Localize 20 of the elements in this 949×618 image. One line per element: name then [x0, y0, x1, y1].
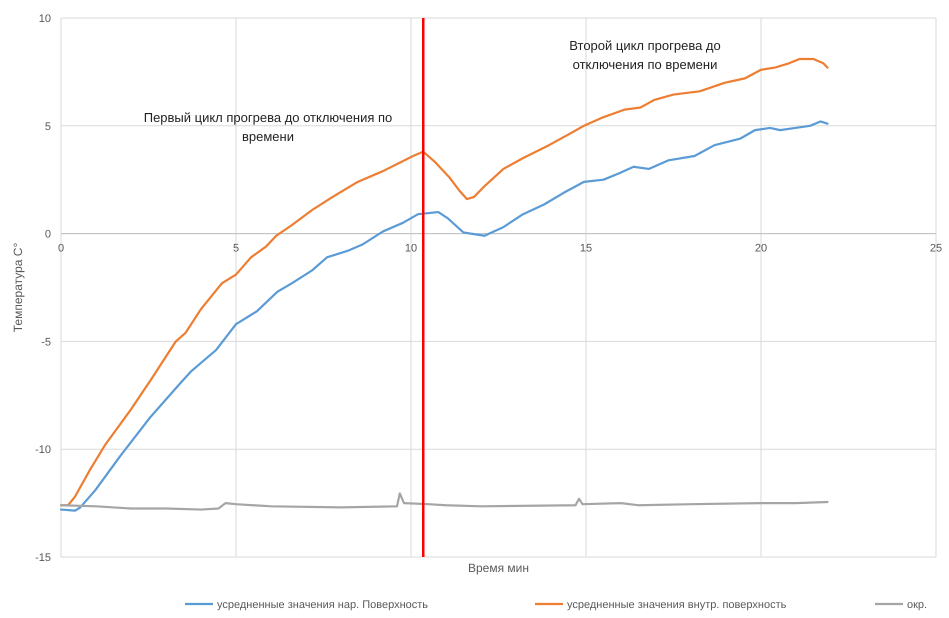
- x-axis-title: Время мин: [468, 561, 530, 575]
- x-tick-label: 5: [232, 242, 240, 255]
- annotation: Второй цикл прогрева до отключения по времени: [569, 38, 721, 72]
- x-tick-label: 15: [580, 242, 592, 255]
- x-tick-label: 0: [58, 242, 64, 255]
- y-axis-title: Температура С°: [11, 242, 25, 332]
- legend-label: усредненные значения нар. Поверхность: [217, 599, 428, 611]
- y-tick-label: 10: [38, 13, 51, 25]
- y-tick-label: 0: [44, 228, 51, 241]
- legend-label: окр.: [907, 599, 928, 611]
- legend-label: усредненные значения внутр. поверхность: [567, 599, 787, 611]
- y-tick-label: -5: [41, 336, 51, 348]
- x-tick-label: 25: [930, 242, 942, 255]
- y-tick-label: -15: [35, 552, 51, 564]
- x-tick-label: 20: [754, 242, 768, 255]
- line-series: [60, 492, 829, 511]
- y-tick-label: 5: [44, 120, 51, 133]
- y-tick-label: -10: [35, 444, 51, 456]
- x-tick-label: 10: [404, 242, 418, 255]
- annotation: Первый цикл прогрева до отключения по времени: [144, 110, 392, 144]
